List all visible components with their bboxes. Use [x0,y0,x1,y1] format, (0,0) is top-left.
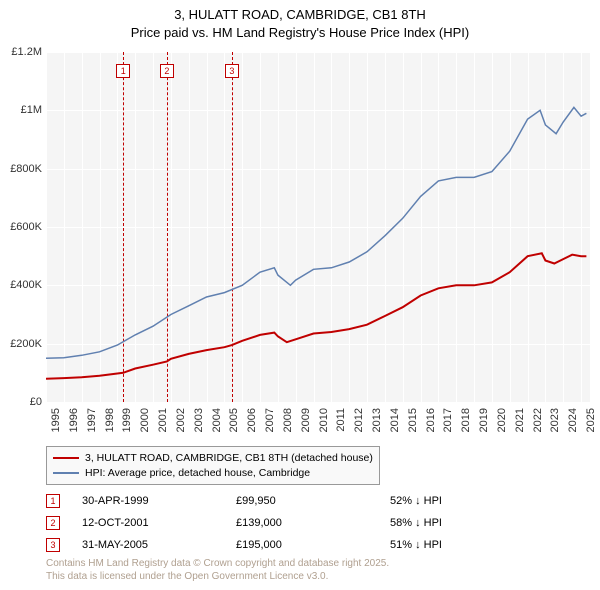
x-axis-label: 2015 [407,408,419,432]
table-cell-pct: 51% ↓ HPI [390,539,544,551]
legend: 3, HULATT ROAD, CAMBRIDGE, CB1 8TH (deta… [46,446,380,485]
attribution-line-1: Contains HM Land Registry data © Crown c… [46,557,389,570]
x-axis-label: 2011 [335,408,347,432]
x-axis-label: 2018 [460,408,472,432]
x-axis-label: 2007 [264,408,276,432]
x-axis-label: 2002 [175,408,187,432]
y-axis-label: £200K [10,338,42,350]
title-line-2: Price paid vs. HM Land Registry's House … [0,24,600,42]
x-axis-label: 2005 [228,408,240,432]
series-line [46,107,586,358]
attribution: Contains HM Land Registry data © Crown c… [46,557,389,583]
x-axis-label: 2008 [282,408,294,432]
x-axis-label: 2016 [425,408,437,432]
table-row: 2 12-OCT-2001£139,00058% ↓ HPI [46,512,544,534]
attribution-line-2: This data is licensed under the Open Gov… [46,570,389,583]
table-row: 3 31-MAY-2005£195,00051% ↓ HPI [46,534,544,556]
legend-label: HPI: Average price, detached house, Camb… [85,466,310,481]
gridline-h [46,402,590,403]
y-axis-label: £1M [21,104,42,116]
x-axis-label: 2014 [389,408,401,432]
mini-marker-box: 2 [46,516,60,530]
table-cell-pct: 52% ↓ HPI [390,495,544,507]
x-axis-label: 1999 [121,408,133,432]
table-cell-date: 31-MAY-2005 [82,539,236,551]
table-cell-date: 30-APR-1999 [82,495,236,507]
mini-marker-box: 1 [46,494,60,508]
table-cell-marker: 3 [46,538,82,552]
x-axis-label: 2022 [532,408,544,432]
chart-area: 123 [46,52,590,402]
x-axis-label: 2006 [246,408,258,432]
legend-label: 3, HULATT ROAD, CAMBRIDGE, CB1 8TH (deta… [85,451,373,466]
x-axis-label: 2003 [193,408,205,432]
x-axis-label: 2021 [514,408,526,432]
x-axis-label: 2024 [567,408,579,432]
x-axis-label: 2004 [211,408,223,432]
x-axis-label: 2017 [442,408,454,432]
chart-container: { "title_line1": "3, HULATT ROAD, CAMBRI… [0,0,600,590]
x-axis-label: 2012 [353,408,365,432]
legend-swatch [53,472,79,474]
table-cell-price: £99,950 [236,495,390,507]
legend-row: 3, HULATT ROAD, CAMBRIDGE, CB1 8TH (deta… [53,451,373,466]
x-axis-label: 2009 [300,408,312,432]
table-cell-marker: 2 [46,516,82,530]
table-row: 1 30-APR-1999£99,95052% ↓ HPI [46,490,544,512]
y-axis-label: £400K [10,279,42,291]
x-axis-label: 2001 [157,408,169,432]
table-cell-price: £139,000 [236,517,390,529]
plot-inner: 123 [46,52,590,402]
x-axis-label: 1996 [68,408,80,432]
table-cell-marker: 1 [46,494,82,508]
y-axis-label: £600K [10,221,42,233]
x-axis-label: 2010 [318,408,330,432]
x-axis-label: 2020 [496,408,508,432]
y-axis: £0£200K£400K£600K£800K£1M£1.2M [0,52,46,402]
y-axis-label: £0 [30,396,42,408]
series-line [46,253,586,378]
x-axis-label: 1997 [86,408,98,432]
x-axis-label: 2019 [478,408,490,432]
x-axis: 1995 1996 1997 1998 1999 2000 2001 2002 2003 2004… [46,404,590,450]
x-axis-label: 1998 [104,408,116,432]
chart-title: 3, HULATT ROAD, CAMBRIDGE, CB1 8TH Price… [0,0,600,42]
y-axis-label: £800K [10,163,42,175]
title-line-1: 3, HULATT ROAD, CAMBRIDGE, CB1 8TH [0,6,600,24]
x-axis-label: 2023 [549,408,561,432]
price-table: 1 30-APR-1999£99,95052% ↓ HPI 2 12-OCT-2001… [46,490,544,556]
legend-row: HPI: Average price, detached house, Camb… [53,466,373,481]
chart-svg [46,52,590,402]
table-cell-price: £195,000 [236,539,390,551]
y-axis-label: £1.2M [11,46,42,58]
legend-swatch [53,457,79,459]
table-cell-pct: 58% ↓ HPI [390,517,544,529]
x-axis-label: 2013 [371,408,383,432]
table-cell-date: 12-OCT-2001 [82,517,236,529]
x-axis-label: 2025 [585,408,597,432]
x-axis-label: 2000 [139,408,151,432]
x-axis-label: 1995 [50,408,62,432]
mini-marker-box: 3 [46,538,60,552]
